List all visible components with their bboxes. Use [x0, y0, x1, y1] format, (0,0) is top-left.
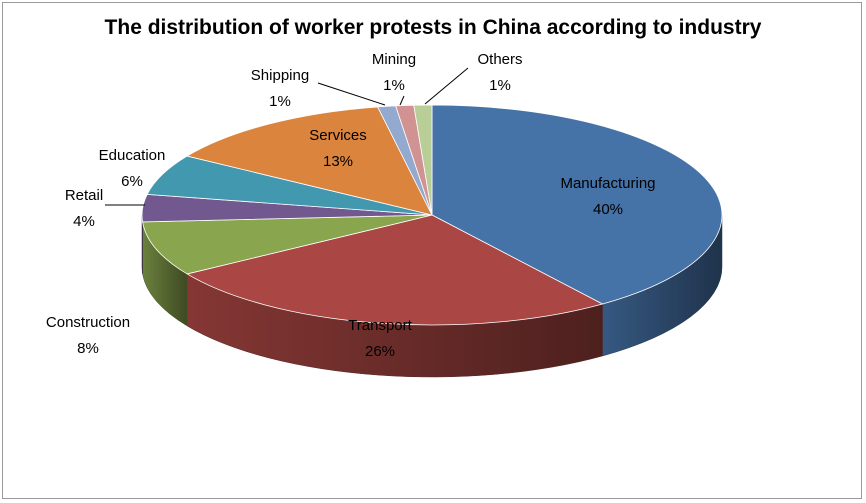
value-label-retail: 4%: [73, 213, 95, 230]
value-label-others: 1%: [489, 77, 511, 94]
label-manufacturing: Manufacturing: [560, 175, 655, 192]
label-construction: Construction: [46, 314, 130, 331]
label-services: Services: [309, 127, 367, 144]
label-others: Others: [477, 51, 522, 68]
side-retail: [141, 214, 143, 274]
pie-top: [141, 104, 723, 326]
slice-others: [413, 104, 433, 216]
slice-construction: [142, 214, 433, 275]
leader-line-others: [424, 67, 469, 105]
label-shipping: Shipping: [251, 67, 309, 84]
value-label-education: 6%: [121, 173, 143, 190]
slice-transport: [186, 214, 604, 326]
value-label-shipping: 1%: [269, 93, 291, 110]
leader-line-shipping: [317, 82, 386, 106]
value-label-services: 13%: [323, 153, 353, 170]
value-label-manufacturing: 40%: [593, 201, 623, 218]
pie-labels: Manufacturing 40% Transport 26% Construction…: [46, 51, 656, 360]
value-label-construction: 8%: [77, 340, 99, 357]
label-mining: Mining: [372, 51, 416, 68]
label-retail: Retail: [65, 187, 103, 204]
chart-title: The distribution of worker protests in C…: [104, 16, 762, 39]
label-education: Education: [99, 147, 166, 164]
value-label-mining: 1%: [383, 77, 405, 94]
label-transport: Transport: [348, 317, 412, 334]
slice-services: [186, 106, 433, 216]
pie-sides: [141, 214, 723, 378]
value-label-transport: 26%: [365, 343, 395, 360]
leader-line-mining: [399, 95, 405, 106]
slice-manufacturing: [431, 104, 723, 305]
